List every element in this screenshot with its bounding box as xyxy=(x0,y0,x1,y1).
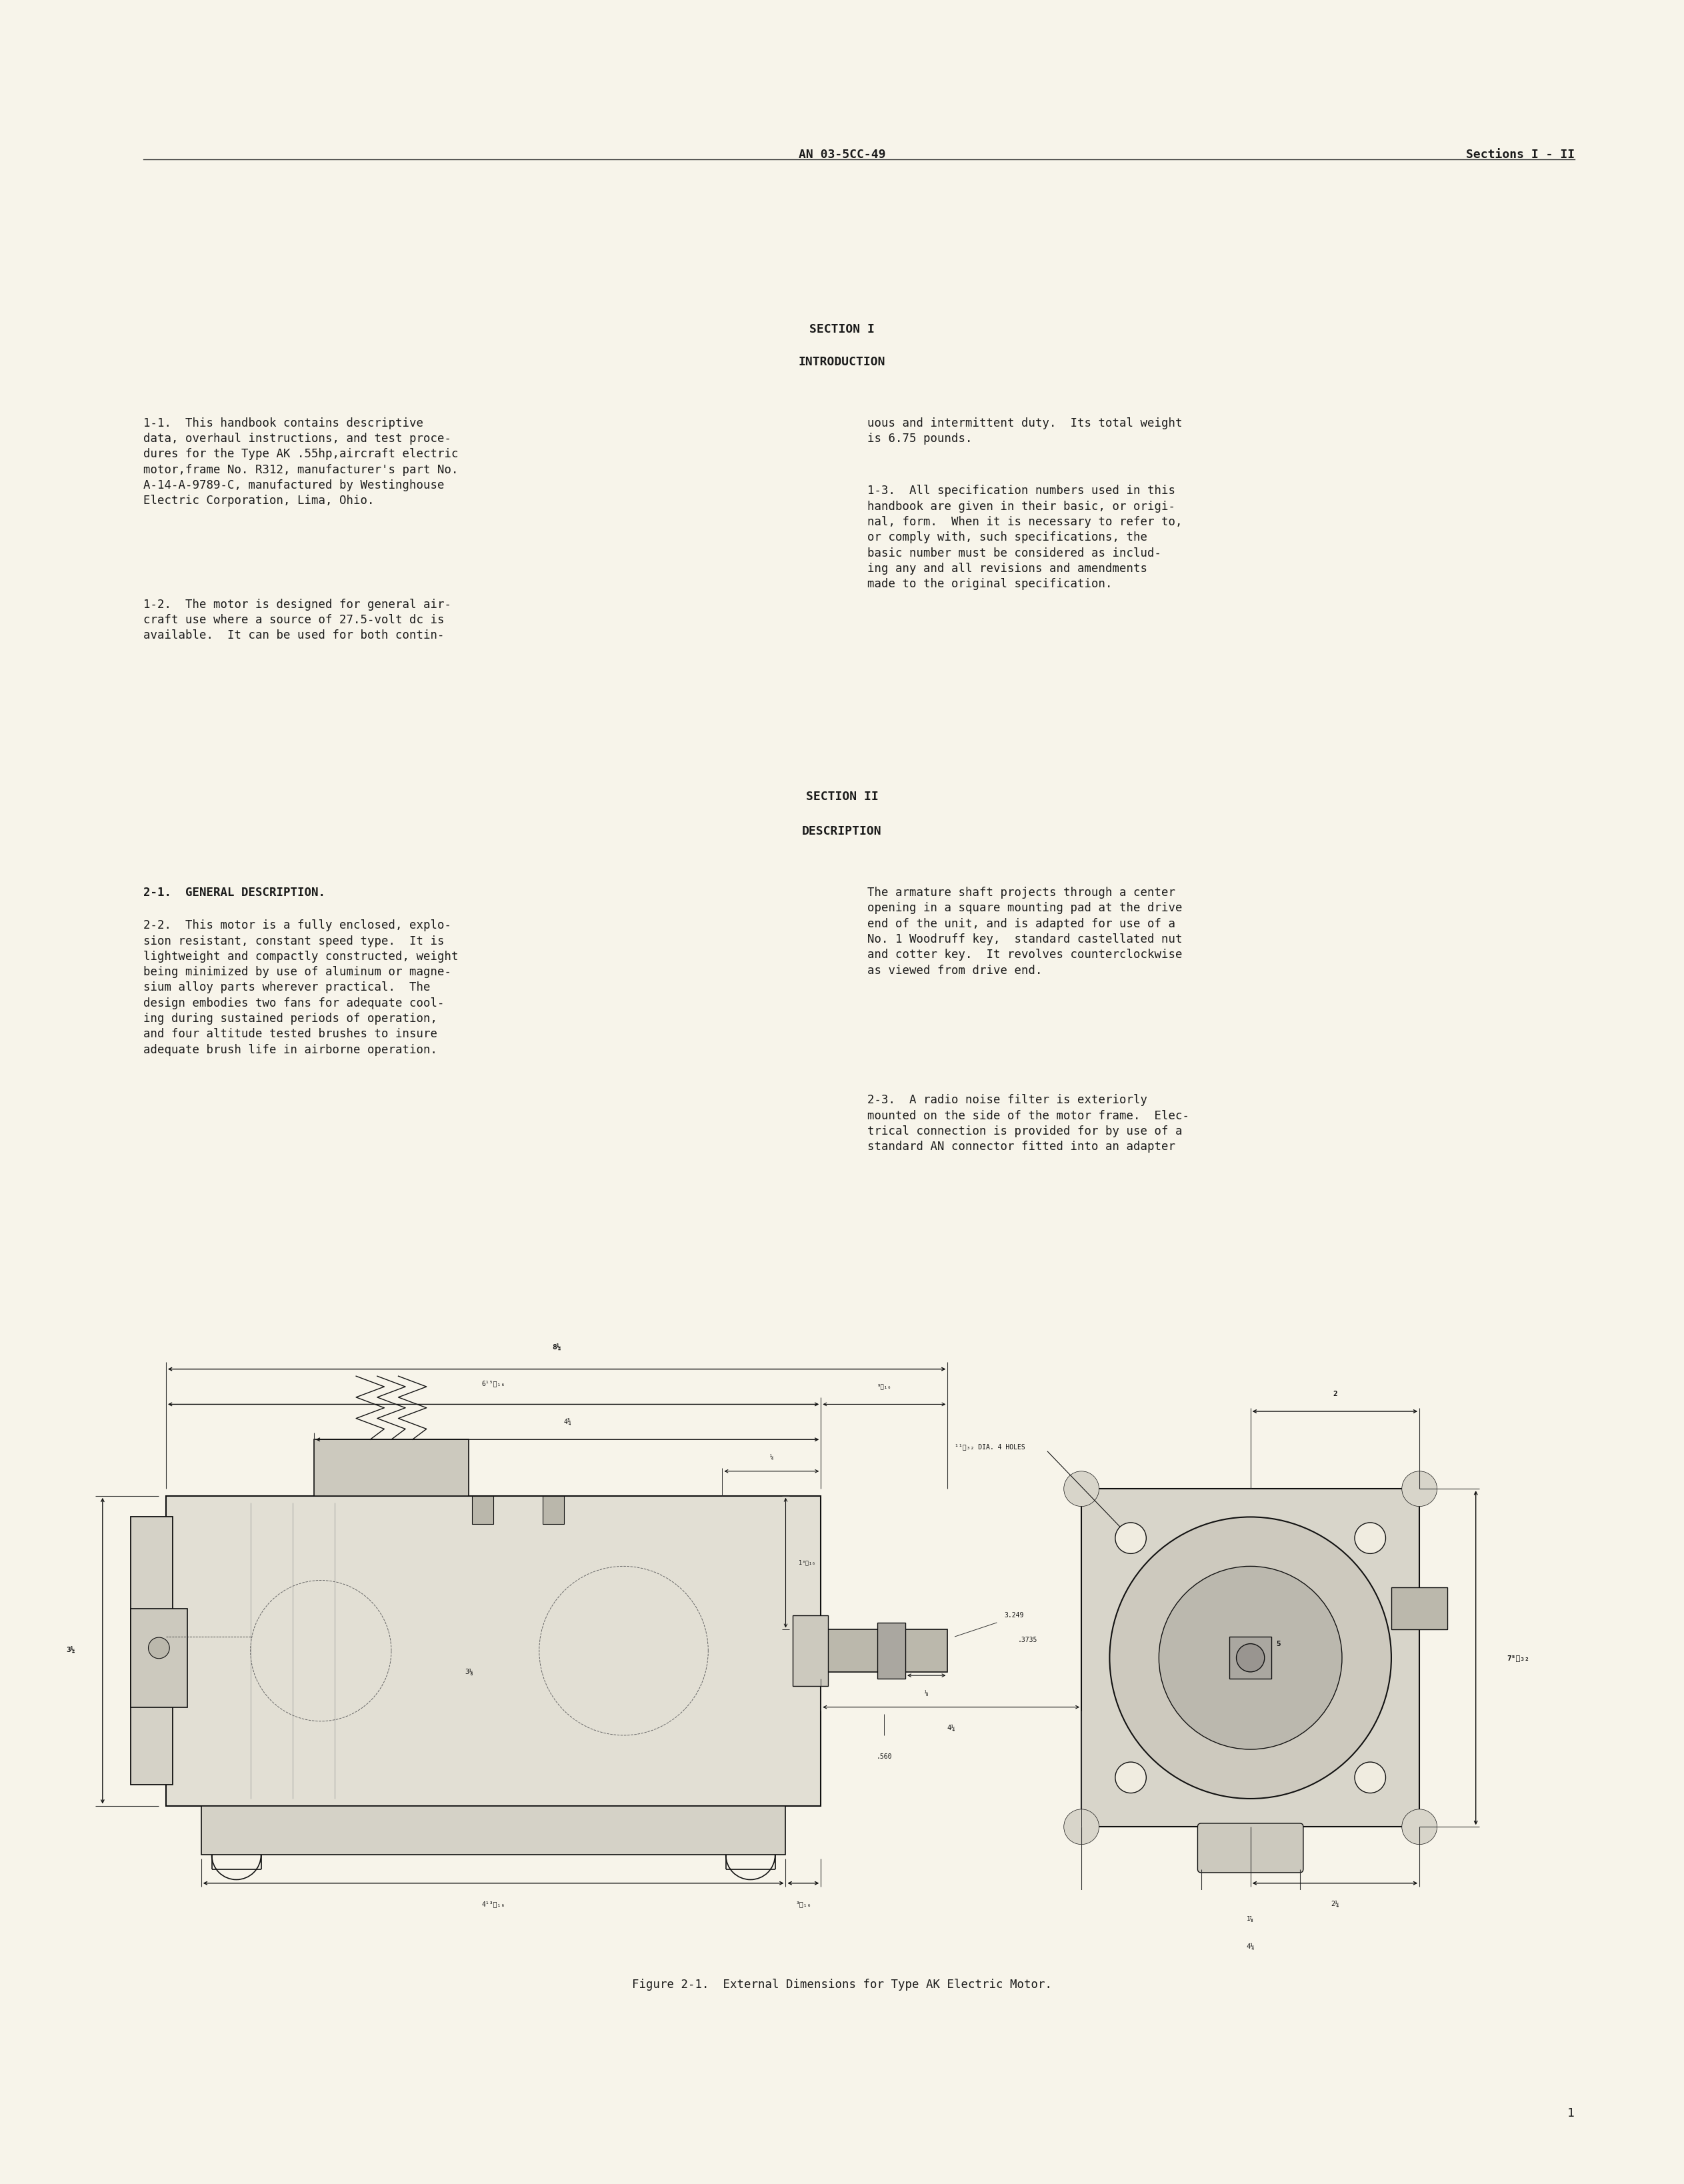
Text: 4¼: 4¼ xyxy=(946,1725,955,1732)
Text: 2¼: 2¼ xyxy=(1330,1900,1339,1907)
Text: INTRODUCTION: INTRODUCTION xyxy=(798,356,886,367)
Text: ³⁄₁₆: ³⁄₁₆ xyxy=(795,1900,812,1907)
Text: 4¼: 4¼ xyxy=(1246,1944,1255,1950)
Text: 2-2.  This motor is a fully enclosed, explo-
sion resistant, constant speed type: 2-2. This motor is a fully enclosed, exp… xyxy=(143,919,458,1055)
Text: 4¾: 4¾ xyxy=(564,1417,571,1426)
Text: 8½: 8½ xyxy=(552,1345,561,1352)
Text: 3.249: 3.249 xyxy=(1004,1612,1024,1618)
Bar xyxy=(1229,1636,1271,1679)
FancyBboxPatch shape xyxy=(167,1496,820,1806)
Text: 6¹⁵⁄₁₆: 6¹⁵⁄₁₆ xyxy=(482,1380,505,1387)
Circle shape xyxy=(148,1638,170,1658)
Bar xyxy=(131,1607,187,1708)
Text: 1-3.  All specification numbers used in this
handbook are given in their basic, : 1-3. All specification numbers used in t… xyxy=(867,485,1182,590)
Text: ¼: ¼ xyxy=(770,1455,773,1461)
Text: 3½: 3½ xyxy=(66,1647,76,1653)
Bar xyxy=(542,1496,564,1524)
FancyBboxPatch shape xyxy=(1197,1824,1303,1872)
Text: AN 03-5CC-49: AN 03-5CC-49 xyxy=(798,149,886,159)
Text: 3⅛: 3⅛ xyxy=(465,1669,473,1675)
Text: 2-3.  A radio noise filter is exteriorly
mounted on the side of the motor frame.: 2-3. A radio noise filter is exteriorly … xyxy=(867,1094,1189,1153)
Circle shape xyxy=(1064,1808,1100,1845)
Text: 2-1.  GENERAL DESCRIPTION.: 2-1. GENERAL DESCRIPTION. xyxy=(143,887,325,898)
Circle shape xyxy=(1354,1762,1386,1793)
Text: ⁹⁄₁₆: ⁹⁄₁₆ xyxy=(877,1385,891,1389)
Text: ¹¹⁄₃₂ DIA. 4 HOLES: ¹¹⁄₃₂ DIA. 4 HOLES xyxy=(955,1444,1026,1450)
Circle shape xyxy=(1401,1808,1436,1845)
Text: 1⅞: 1⅞ xyxy=(1246,1915,1255,1922)
Text: .3735: .3735 xyxy=(1019,1636,1037,1645)
Circle shape xyxy=(1115,1522,1147,1553)
Circle shape xyxy=(1110,1518,1391,1800)
Bar xyxy=(820,1629,948,1673)
Text: Figure 2-1.  External Dimensions for Type AK Electric Motor.: Figure 2-1. External Dimensions for Type… xyxy=(632,1979,1052,1990)
Text: The armature shaft projects through a center
opening in a square mounting pad at: The armature shaft projects through a ce… xyxy=(867,887,1182,976)
Text: DESCRIPTION: DESCRIPTION xyxy=(802,826,882,836)
Circle shape xyxy=(1401,1472,1436,1507)
Bar xyxy=(877,1623,906,1679)
Text: Sections I - II: Sections I - II xyxy=(1465,149,1575,159)
Text: 1-1.  This handbook contains descriptive
data, overhaul instructions, and test p: 1-1. This handbook contains descriptive … xyxy=(143,417,458,507)
Circle shape xyxy=(1354,1522,1386,1553)
Bar xyxy=(1081,1489,1420,1826)
Bar xyxy=(313,1439,468,1496)
Bar xyxy=(131,1518,173,1784)
Circle shape xyxy=(1064,1472,1100,1507)
Text: SECTION I: SECTION I xyxy=(810,323,874,334)
Bar xyxy=(793,1616,829,1686)
Bar xyxy=(1391,1588,1448,1629)
Circle shape xyxy=(1159,1566,1342,1749)
Text: ⅛: ⅛ xyxy=(925,1690,928,1697)
Text: 4¹³⁄₁₆: 4¹³⁄₁₆ xyxy=(482,1900,505,1907)
Text: 7⁵⁄₃₂: 7⁵⁄₃₂ xyxy=(1507,1655,1529,1662)
Text: uous and intermittent duty.  Its total weight
is 6.75 pounds.: uous and intermittent duty. Its total we… xyxy=(867,417,1182,446)
Text: 2: 2 xyxy=(1332,1391,1337,1398)
Text: .560: .560 xyxy=(876,1754,893,1760)
Text: SECTION II: SECTION II xyxy=(805,791,879,802)
Text: 1³⁄₁₆: 1³⁄₁₆ xyxy=(798,1559,815,1566)
Circle shape xyxy=(1115,1762,1147,1793)
Text: 1: 1 xyxy=(1568,2108,1575,2118)
Text: 5: 5 xyxy=(1276,1640,1282,1647)
Circle shape xyxy=(1236,1645,1265,1673)
Text: 1-2.  The motor is designed for general air-
craft use where a source of 27.5-vo: 1-2. The motor is designed for general a… xyxy=(143,598,451,642)
Bar xyxy=(472,1496,493,1524)
Bar xyxy=(200,1806,786,1854)
